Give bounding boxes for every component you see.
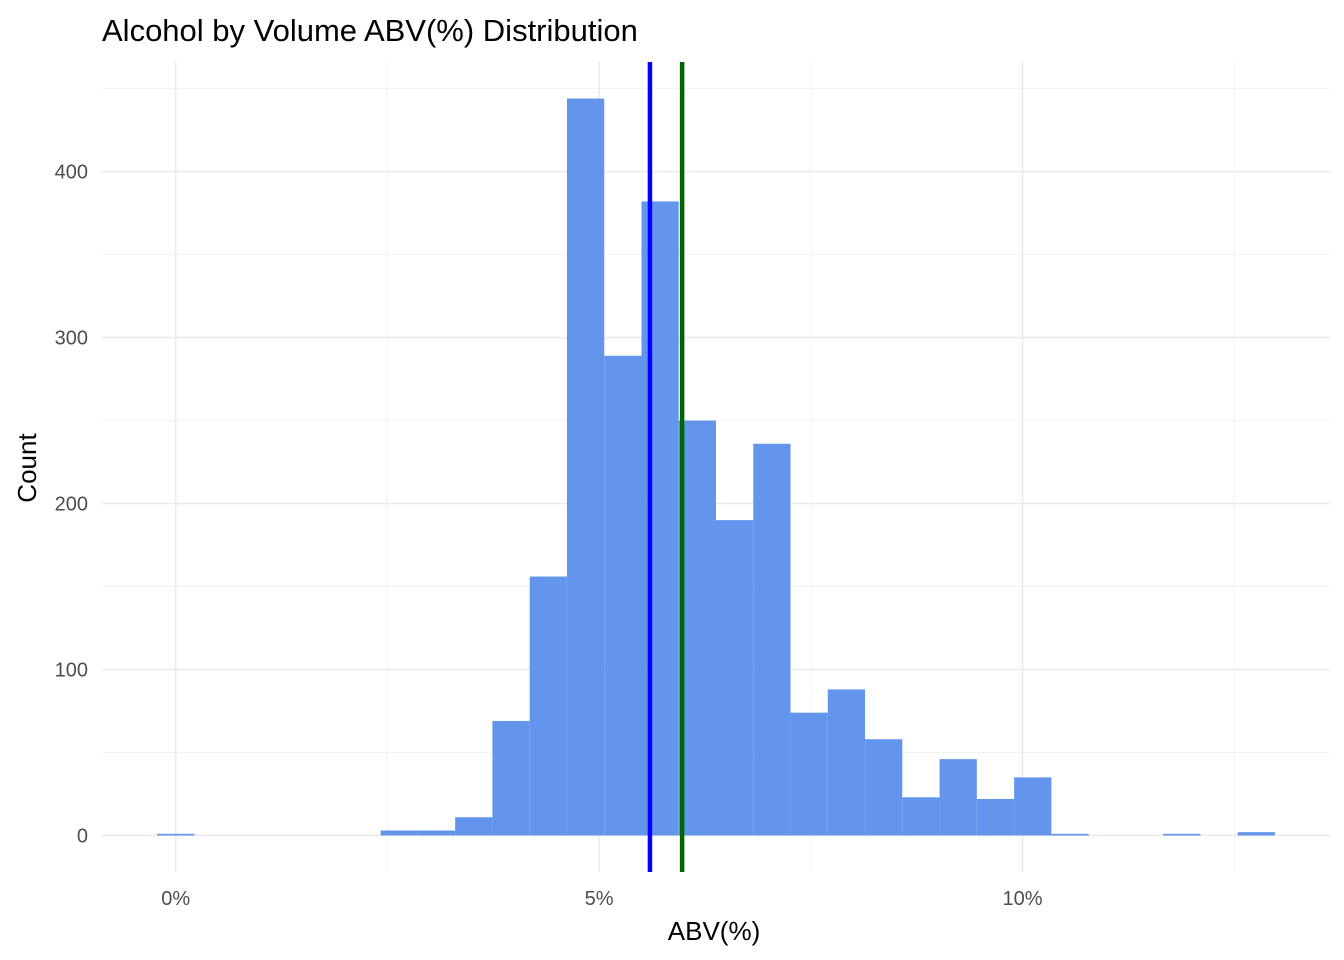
x-axis-ticks: 0% 5% 10% [161,888,1043,910]
histogram-bar-12 [790,712,828,836]
y-tick-label: 400 [55,162,88,184]
histogram-bar-14 [865,739,903,836]
histogram-bar-4 [492,720,530,836]
histogram-bar-7 [604,355,642,836]
y-axis-ticks: 0 100 200 300 400 [55,162,88,848]
histogram-bar-11 [753,443,791,836]
x-axis-title: ABV(%) [668,916,760,946]
histogram-bar-3 [455,817,493,836]
y-tick-label: 0 [77,825,88,847]
reference-lines [647,62,685,872]
histogram-bar-19 [1051,833,1089,836]
histogram-bar-21 [1237,832,1275,836]
histogram-bar-0 [157,833,195,836]
histogram-bar-2 [417,830,456,836]
chart-title: Alcohol by Volume ABV(%) Distribution [102,13,638,48]
y-axis-title: Count [12,433,42,503]
histogram-bar-15 [902,797,940,836]
histogram-bar-17 [976,798,1015,836]
histogram-bar-16 [939,759,977,836]
histogram-bar-20 [1163,833,1201,836]
gridlines [102,62,1330,872]
histogram-bar-10 [716,520,754,836]
y-tick-label: 300 [55,328,88,350]
x-tick-label: 0% [161,888,190,910]
histogram-bar-5 [529,576,567,836]
histogram-bars [157,98,1275,836]
y-tick-label: 200 [55,494,88,516]
histogram-bar-13 [827,689,866,836]
x-tick-label: 5% [585,888,614,910]
y-tick-label: 100 [55,660,88,682]
histogram-bar-8 [641,201,679,836]
x-tick-label: 10% [1003,888,1043,910]
histogram-bar-6 [566,98,605,836]
histogram-bar-1 [380,830,418,836]
histogram-bar-18 [1014,777,1052,836]
histogram-bar-9 [678,420,716,836]
